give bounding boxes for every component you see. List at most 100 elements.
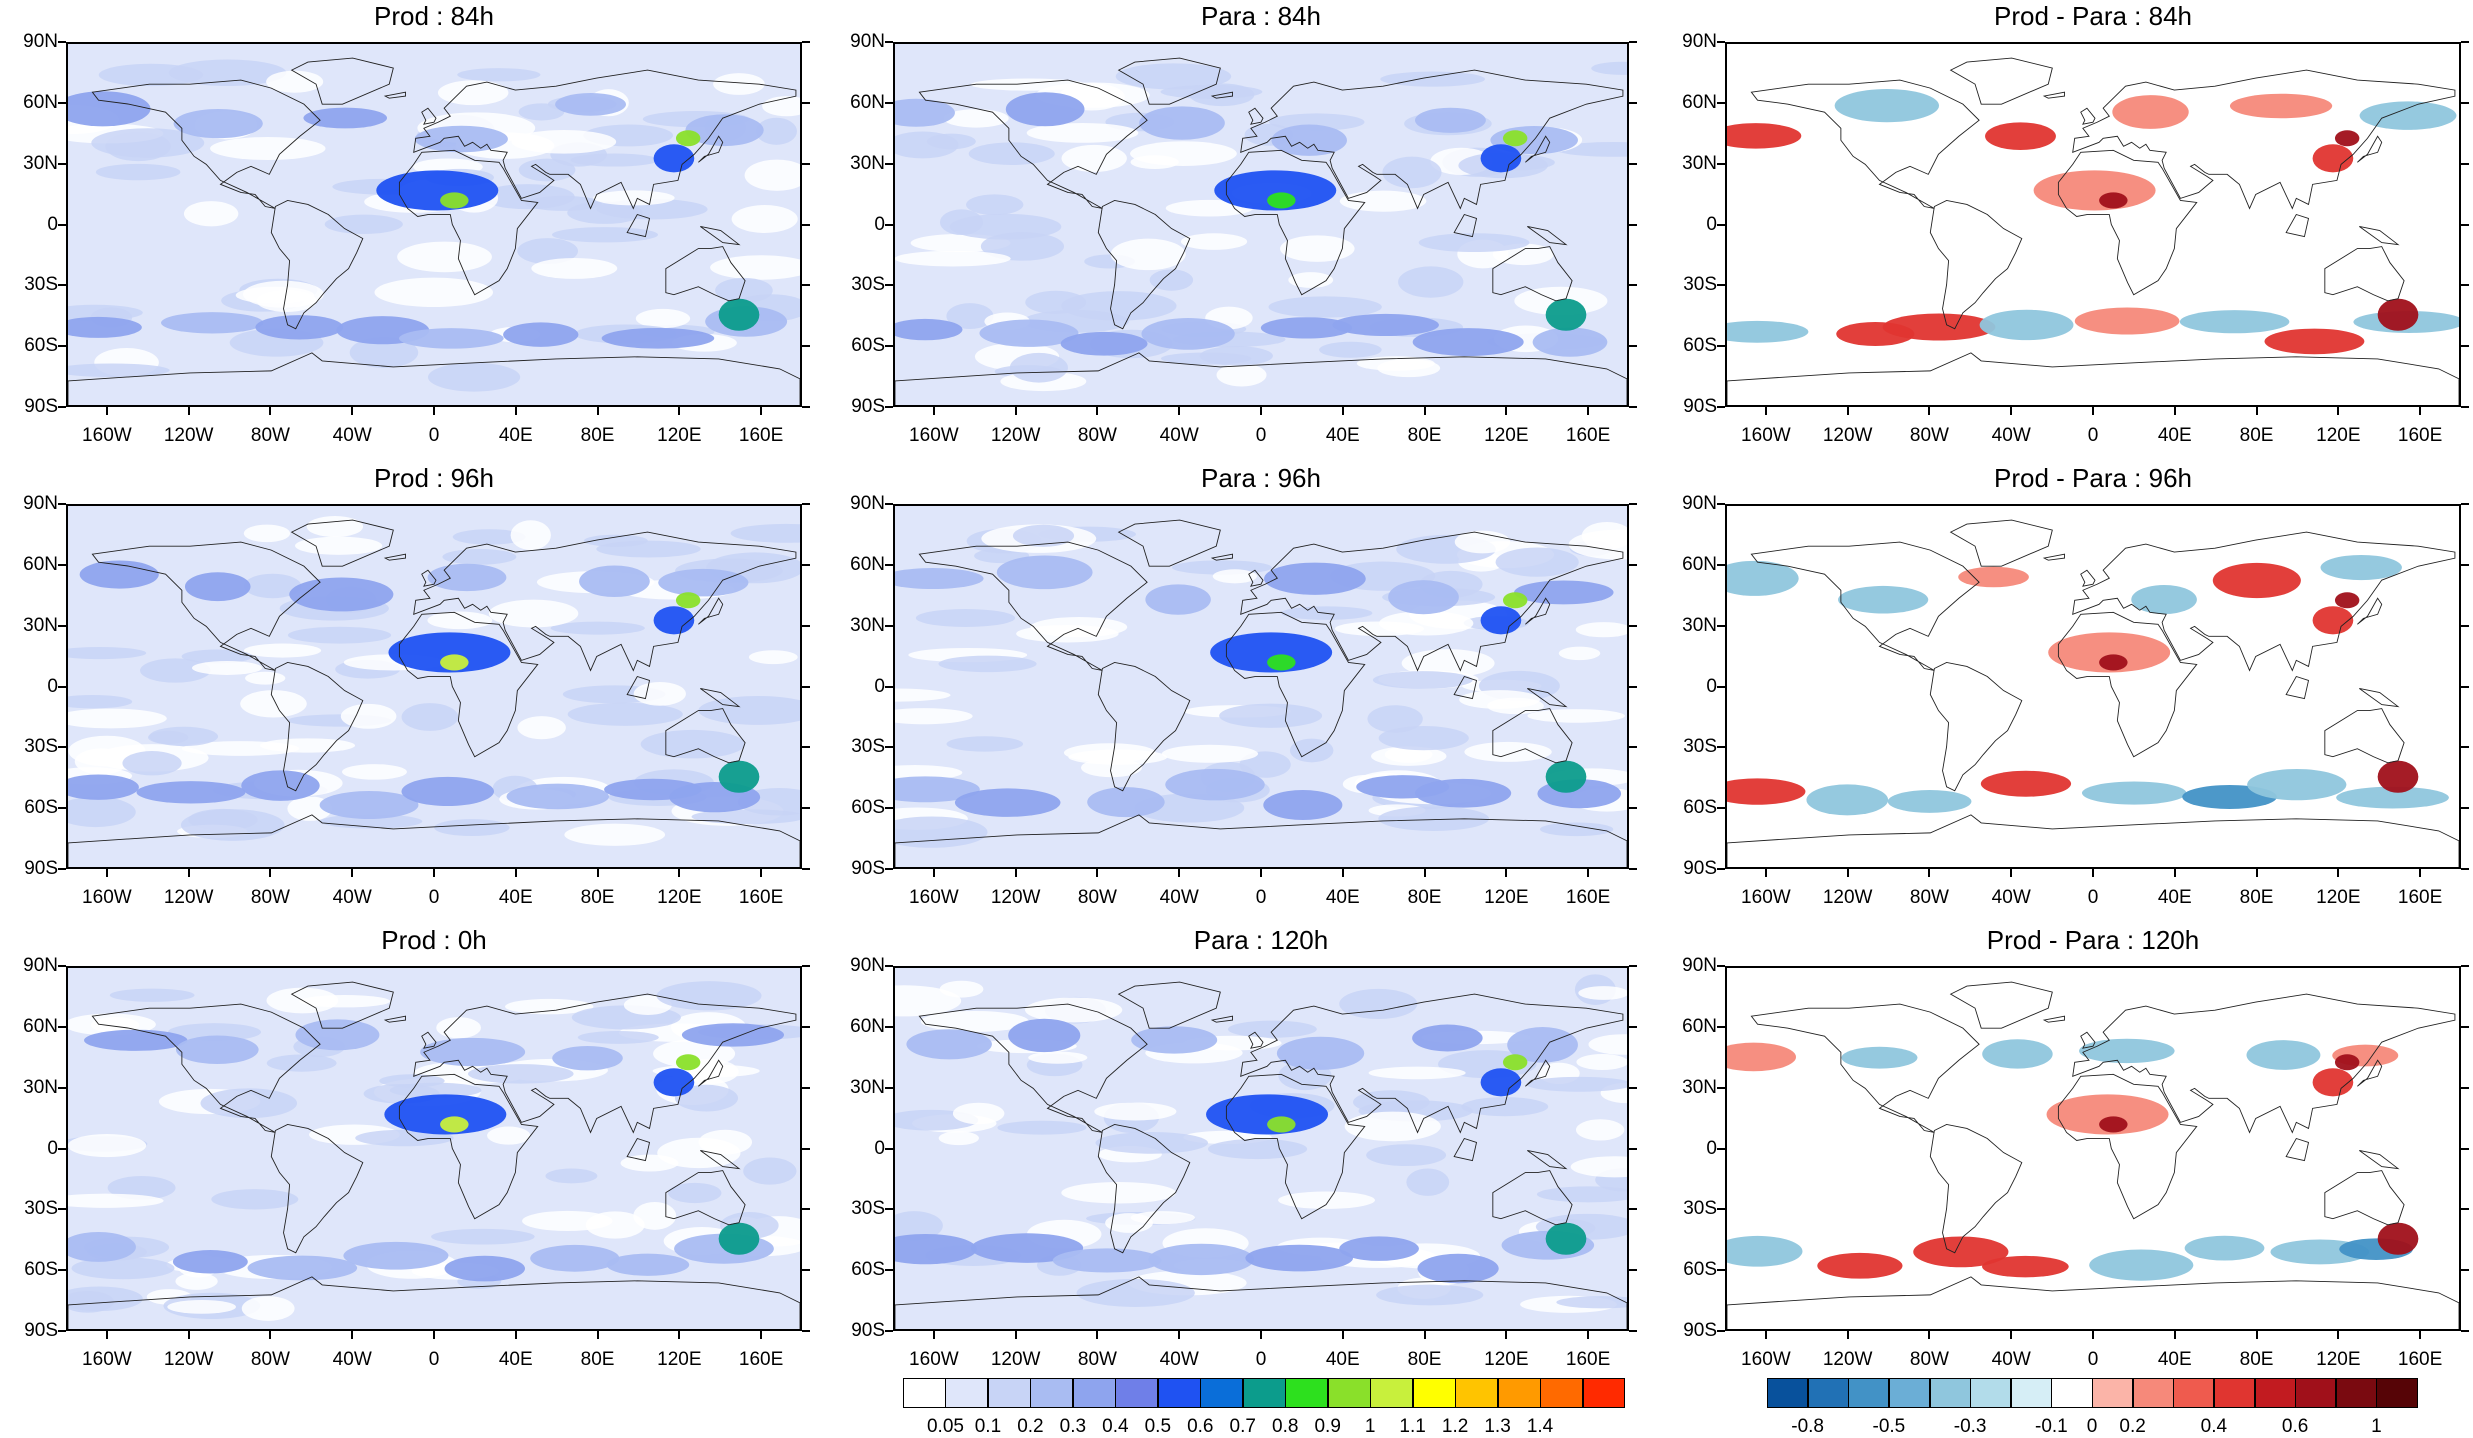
field-patch <box>181 649 253 664</box>
coastline <box>421 569 437 587</box>
field-patch <box>355 1129 454 1147</box>
field-cell <box>2048 632 2171 673</box>
field-cell <box>2247 769 2347 801</box>
field-cell <box>79 560 159 589</box>
x-tick-mark <box>1178 869 1181 877</box>
field-patch <box>1061 144 1127 172</box>
field-patch <box>122 751 182 776</box>
field-patch <box>1459 690 1541 710</box>
field-patch <box>1376 1284 1484 1306</box>
x-tick-mark <box>1096 1331 1099 1339</box>
field-patch <box>427 362 521 392</box>
field-cell <box>1412 1024 1483 1052</box>
x-tick-label: 160W <box>82 425 132 446</box>
coastline <box>1949 57 2053 105</box>
field-patch <box>1418 233 1530 253</box>
colorbar-diff-box <box>2010 1378 2052 1408</box>
y-tick-mark <box>802 1269 810 1272</box>
x-tick-mark <box>514 407 517 415</box>
y-tick-mark <box>1717 746 1725 749</box>
x-tick-mark <box>1014 407 1017 415</box>
field-patch <box>895 708 973 725</box>
coastline <box>2057 149 2198 296</box>
x-tick-label: 0 <box>428 887 440 908</box>
y-tick-label: 0 <box>874 1137 885 1159</box>
y-tick-label: 90S <box>24 1320 58 1341</box>
y-tick-mark <box>58 162 66 165</box>
coastline <box>1240 531 1624 672</box>
field-patch <box>517 238 579 265</box>
field-cell <box>2359 101 2457 130</box>
x-tick-label: 120E <box>2316 1349 2361 1370</box>
x-tick-label: 160E <box>738 1349 784 1370</box>
field-patch <box>183 201 239 227</box>
x-tick-label: 80E <box>2239 1349 2274 1370</box>
x-tick-mark <box>1505 869 1508 877</box>
coastline <box>2285 213 2310 238</box>
field-cell <box>555 93 626 116</box>
x-tick-label: 160W <box>909 887 959 908</box>
coastline <box>2042 91 2066 99</box>
y-tick-label: 60S <box>1683 1259 1717 1281</box>
coastline <box>91 1003 321 1133</box>
field-cell <box>1806 784 1889 816</box>
y-tick-label: 60N <box>23 553 58 575</box>
y-tick-label: 0 <box>1706 213 1717 235</box>
field-patch <box>342 764 407 780</box>
y-tick-label: 30S <box>24 1198 58 1220</box>
field-cell <box>343 1241 449 1270</box>
field-patch <box>755 117 797 145</box>
colorbar-diff-box <box>2051 1378 2093 1408</box>
x-tick-mark <box>760 1331 763 1339</box>
field-cell <box>1985 122 2056 151</box>
y-tick-mark <box>58 1269 66 1272</box>
x-tick-label: 120W <box>990 1349 1041 1370</box>
field-cell <box>420 1037 526 1067</box>
field-patch <box>1378 611 1474 636</box>
field-cell <box>653 1068 695 1097</box>
x-tick-mark <box>269 869 272 877</box>
x-tick-label: 40W <box>332 887 372 908</box>
y-tick-mark <box>58 223 66 226</box>
field-cell <box>1502 1054 1528 1071</box>
x-tick-label: 160E <box>2397 887 2443 908</box>
colorbar-diff-label: 1 <box>2371 1416 2382 1437</box>
field-patch <box>517 716 566 740</box>
x-tick-label: 40W <box>1991 1349 2031 1370</box>
field-patch <box>731 205 798 233</box>
y-tick-mark <box>2461 162 2469 165</box>
y-tick-mark <box>885 807 893 810</box>
map-plot <box>1727 968 2459 1329</box>
y-tick-mark <box>1717 284 1725 287</box>
y-tick-mark <box>802 284 810 287</box>
field-patch <box>210 136 326 161</box>
field-cell <box>173 108 263 139</box>
map-panel <box>66 42 802 407</box>
field-cell <box>895 568 984 590</box>
y-tick-mark <box>885 624 893 627</box>
y-tick-label: 30N <box>850 614 885 636</box>
y-tick-mark <box>58 1147 66 1150</box>
field-cell <box>1415 107 1486 133</box>
field-patch <box>1026 123 1139 143</box>
x-tick-label: 0 <box>2087 1349 2099 1370</box>
field-patch <box>968 142 1055 166</box>
x-tick-mark <box>105 869 108 877</box>
field-cell <box>241 770 320 801</box>
colorbar-abs-box <box>1412 1378 1456 1408</box>
y-tick-mark <box>2461 223 2469 226</box>
x-tick-mark <box>1260 869 1262 877</box>
field-patch <box>895 131 959 159</box>
field-patch <box>1115 63 1232 90</box>
field-cell <box>1727 1042 1797 1072</box>
x-tick-label: 0 <box>1255 425 1267 446</box>
field-patch <box>1556 1296 1627 1309</box>
coastline <box>698 1059 724 1087</box>
field-patch <box>1578 986 1627 1000</box>
field-patch <box>567 702 683 726</box>
colorbar-diff-label: 0 <box>2086 1416 2098 1437</box>
field-patch <box>266 70 324 93</box>
y-tick-label: 90N <box>850 493 885 514</box>
x-tick-mark <box>1341 1331 1344 1339</box>
colorbar-abs-label: 0.05 <box>926 1416 964 1437</box>
